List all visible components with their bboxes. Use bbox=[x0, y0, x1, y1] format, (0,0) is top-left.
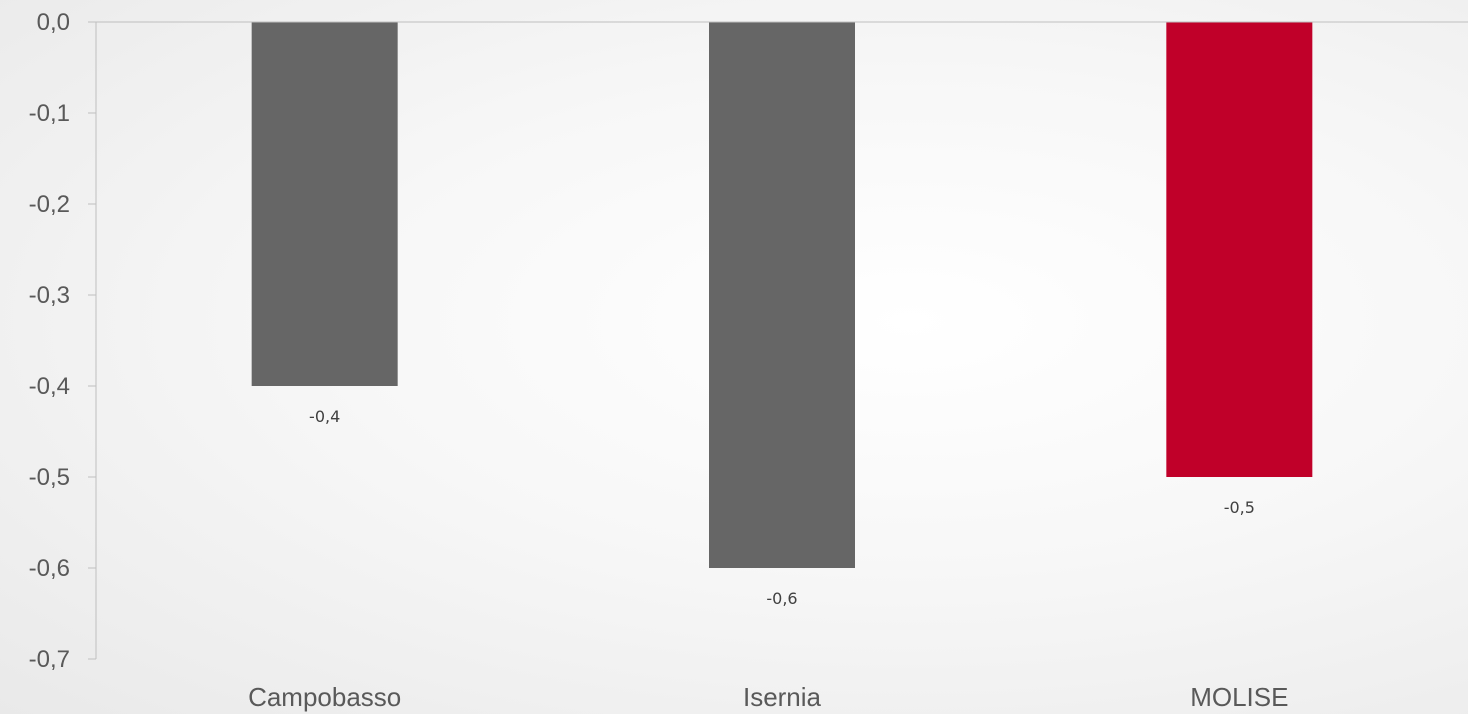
category-label: Isernia bbox=[743, 682, 822, 712]
bar-isernia bbox=[709, 22, 855, 568]
y-tick-label: -0,1 bbox=[29, 100, 70, 127]
data-label: -0,4 bbox=[309, 407, 340, 426]
bar-molise bbox=[1166, 22, 1313, 477]
category-label: Campobasso bbox=[248, 682, 401, 712]
y-axis: 0,0 -0,1 -0,2 -0,3 -0,4 -0,5 -0,6 -0,7 bbox=[29, 9, 97, 673]
x-axis: Campobasso Isernia MOLISE bbox=[96, 21, 1468, 712]
bar-campobasso bbox=[251, 22, 398, 386]
data-label: -0,5 bbox=[1224, 498, 1255, 517]
y-tick-label: -0,2 bbox=[29, 191, 70, 218]
y-tick-label: -0,4 bbox=[29, 373, 70, 400]
data-labels: -0,4 -0,6 -0,5 bbox=[309, 407, 1255, 608]
y-tick-label: -0,3 bbox=[29, 282, 70, 309]
y-tick-label: -0,6 bbox=[29, 555, 70, 582]
bars bbox=[251, 22, 1313, 568]
category-label: MOLISE bbox=[1190, 682, 1288, 712]
data-label: -0,6 bbox=[766, 589, 797, 608]
y-tick-label: -0,7 bbox=[29, 646, 70, 673]
y-tick-label: -0,5 bbox=[29, 464, 70, 491]
y-tick-label: 0,0 bbox=[37, 9, 70, 36]
